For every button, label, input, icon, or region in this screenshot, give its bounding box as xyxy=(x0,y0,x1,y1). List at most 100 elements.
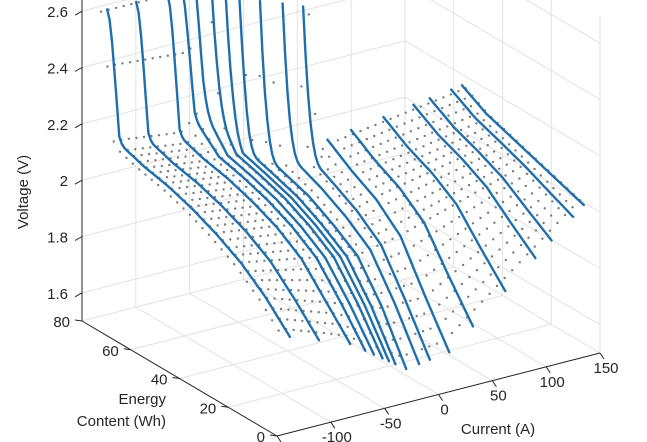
surface-dot xyxy=(280,241,283,244)
surface-dot xyxy=(294,309,298,312)
surface-dot xyxy=(466,195,470,199)
y-tick-label: 60 xyxy=(102,343,119,360)
surface-dot xyxy=(468,275,471,279)
surface-dot xyxy=(508,209,511,213)
surface-dot xyxy=(429,141,433,145)
y-tick-label: 0 xyxy=(257,429,265,442)
surface-dot xyxy=(511,269,514,272)
surface-dot xyxy=(432,268,436,271)
surface-dot xyxy=(428,345,431,348)
surface-dot xyxy=(439,117,443,121)
surface-dot xyxy=(237,229,241,232)
z-tick-label: 1.8 xyxy=(47,230,68,247)
surface-dot xyxy=(461,118,464,122)
surface-dot xyxy=(420,239,423,243)
surface-dot xyxy=(449,238,452,241)
surface-dot xyxy=(479,147,482,150)
surface-dot xyxy=(272,81,275,84)
surface-dot xyxy=(220,248,223,251)
surface-dot xyxy=(155,152,158,155)
surface-dot xyxy=(274,288,277,291)
surface-dot xyxy=(447,114,450,117)
surface-dot xyxy=(285,258,289,261)
surface-dot xyxy=(475,122,478,125)
surface-dot xyxy=(257,197,261,200)
surface-dot xyxy=(490,171,493,174)
surface-dot xyxy=(456,232,460,236)
surface-dot xyxy=(475,179,478,183)
surface-dot xyxy=(211,210,214,213)
surface-dot xyxy=(350,209,354,212)
surface-dot xyxy=(207,233,211,236)
surface-dot xyxy=(118,150,122,153)
surface-dot xyxy=(492,238,495,241)
surface-dot xyxy=(534,229,538,232)
surface-dot xyxy=(456,100,459,104)
surface-dot xyxy=(178,186,181,190)
surface-dot xyxy=(438,128,441,131)
surface-dot xyxy=(314,267,318,271)
surface-dot xyxy=(391,168,394,171)
surface-dot xyxy=(504,174,507,177)
surface-dot xyxy=(140,153,143,157)
surface-dot xyxy=(262,269,265,272)
surface-dot xyxy=(412,244,416,247)
current-curve xyxy=(167,0,352,346)
surface-dot xyxy=(450,220,453,223)
surface-dot xyxy=(157,183,160,187)
z-tick-mark xyxy=(74,236,83,241)
surface-dot xyxy=(404,111,407,114)
x-tick-mark xyxy=(491,380,497,387)
surface-dot xyxy=(288,298,291,301)
surface-dot xyxy=(323,203,326,206)
x-tick-label: 100 xyxy=(540,374,565,391)
surface-dot xyxy=(202,177,205,180)
surface-dot xyxy=(287,308,290,311)
surface-dot xyxy=(406,161,409,164)
surface-dot xyxy=(298,278,301,282)
surface-dot xyxy=(210,170,214,174)
surface-dot xyxy=(513,234,516,237)
surface-dot xyxy=(254,269,257,273)
surface-dot xyxy=(548,229,552,232)
surface-dot xyxy=(274,233,277,236)
current-curve xyxy=(460,84,585,207)
surface-dot xyxy=(252,227,256,230)
surface-dot xyxy=(245,185,248,189)
surface-dot xyxy=(430,204,433,207)
surface-dot xyxy=(396,114,400,118)
surface-dot xyxy=(465,210,468,214)
surface-dot xyxy=(191,154,195,157)
surface-dot xyxy=(403,182,406,185)
surface-dot xyxy=(292,328,295,332)
surface-dot xyxy=(184,192,188,195)
surface-dot xyxy=(485,154,488,157)
z-tick-label: 2.2 xyxy=(47,117,68,134)
x-tick-mark xyxy=(384,408,390,415)
surface-dot xyxy=(557,207,560,210)
z-tick-mark xyxy=(74,67,83,72)
grid-line-z-side xyxy=(430,0,601,100)
surface-dot xyxy=(474,191,477,194)
surface-dot xyxy=(291,170,294,174)
surface-dot xyxy=(387,139,390,142)
surface-dot xyxy=(316,321,319,324)
grid-line-y-floor xyxy=(179,295,503,379)
surface-dot xyxy=(174,169,177,172)
surface-dot xyxy=(304,289,308,292)
surface-dot xyxy=(383,241,387,244)
surface-dot xyxy=(208,183,211,186)
surface-dot xyxy=(236,193,239,196)
surface-dot xyxy=(136,59,139,63)
surface-dot xyxy=(412,108,415,111)
surface-dot xyxy=(480,300,484,303)
surface-dot xyxy=(522,212,525,215)
surface-dot xyxy=(264,308,268,312)
surface-dot xyxy=(226,255,230,258)
surface-dot xyxy=(171,143,175,146)
surface-dot xyxy=(549,214,553,217)
surface-dot xyxy=(271,250,275,254)
surface-dot xyxy=(334,163,337,166)
surface-dot xyxy=(159,170,162,174)
